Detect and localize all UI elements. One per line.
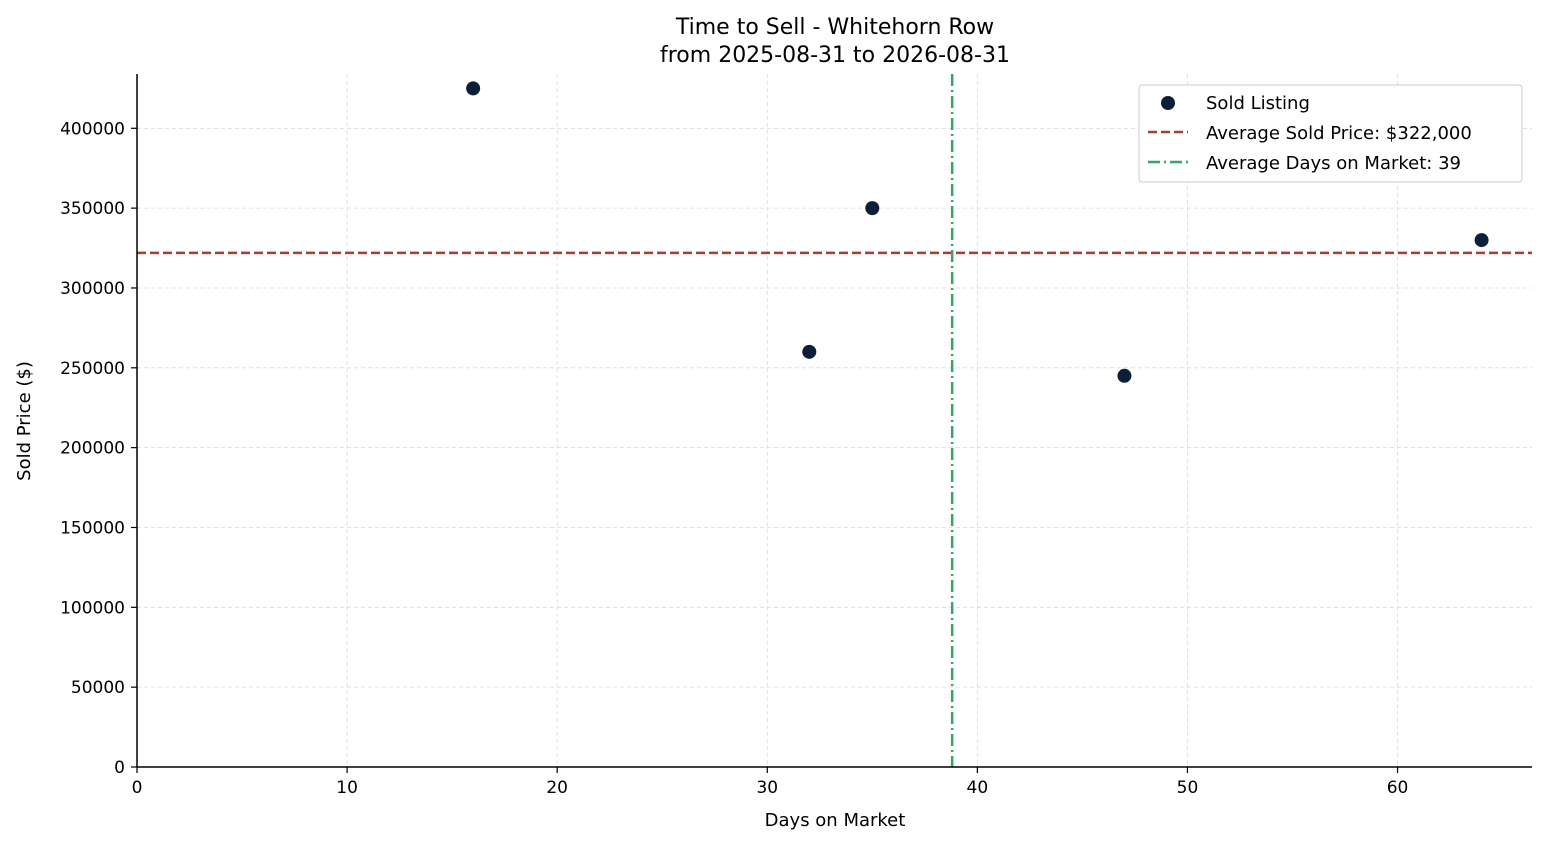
chart-subtitle-line2: from 2025-08-31 to 2026-08-31 [660, 43, 1010, 68]
data-points [466, 81, 1489, 383]
y-tick-label: 150000 [60, 518, 125, 538]
data-point [466, 81, 481, 96]
data-point [1474, 233, 1489, 248]
y-axis-label: Sold Price ($) [14, 361, 35, 481]
reference-lines [137, 74, 1532, 767]
legend-label-avg-days: Average Days on Market: 39 [1206, 153, 1461, 174]
y-tick-label: 50000 [71, 678, 125, 698]
y-tick-label: 100000 [60, 598, 125, 618]
x-tick-label: 50 [1177, 778, 1199, 798]
x-tick-label: 20 [546, 778, 568, 798]
x-tick-label: 40 [967, 778, 989, 798]
legend-frame [1138, 84, 1523, 183]
legend-label-avg-price: Average Sold Price: $322,000 [1206, 123, 1472, 144]
tick-labels: 0 10 20 30 40 50 60 0 50000 100000 150000 200000 250… [60, 119, 1408, 798]
x-tick-label: 0 [132, 778, 143, 798]
y-tick-label: 350000 [60, 199, 125, 219]
chart-title: Time to Sell - Whitehorn Row from 2025-0… [660, 15, 1010, 68]
y-tick-label: 300000 [60, 279, 125, 299]
data-point [1117, 368, 1132, 383]
data-point [802, 344, 817, 359]
legend-marker-sold-listing [1161, 96, 1175, 110]
chart-title-line1: Time to Sell - Whitehorn Row [675, 15, 994, 40]
x-axis-label: Days on Market [765, 810, 906, 831]
y-tick-label: 400000 [60, 119, 125, 139]
legend: Sold Listing Average Sold Price: $322,00… [1138, 84, 1523, 183]
x-tick-label: 30 [756, 778, 778, 798]
legend-label-sold-listing: Sold Listing [1206, 93, 1310, 114]
axes [131, 74, 1532, 773]
x-tick-label: 60 [1387, 778, 1409, 798]
x-tick-label: 10 [336, 778, 358, 798]
y-tick-label: 0 [114, 758, 125, 778]
data-point [865, 201, 880, 216]
y-tick-label: 200000 [60, 439, 125, 459]
y-tick-label: 250000 [60, 359, 125, 379]
